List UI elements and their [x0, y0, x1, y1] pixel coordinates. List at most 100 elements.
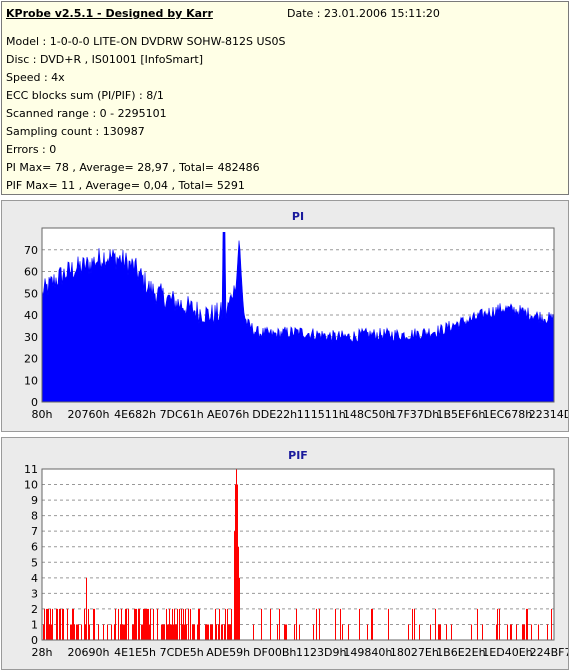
pif-bar — [372, 608, 373, 640]
pif-bar — [253, 624, 254, 640]
pi-summary-line: PI Max= 78 , Average= 28,97 , Total= 482… — [6, 161, 260, 174]
pif-bar — [538, 624, 539, 640]
pif-bar — [111, 624, 112, 640]
pif-chart: PIF 0 1 2 3 4 5 6 7 8 9 10 11 28h 20690h 4E1E5h 7CDE5h AD… — [24, 449, 568, 659]
x-tick-label: 1123D9h — [296, 646, 346, 659]
pif-bar — [52, 608, 53, 640]
pif-bar — [482, 624, 483, 640]
pi-series-area — [41, 232, 555, 403]
pif-bar — [497, 608, 498, 640]
sampling-line: Sampling count : 130987 — [6, 125, 145, 138]
y-tick-label: 7 — [31, 525, 38, 538]
pif-bar — [285, 624, 286, 640]
pif-bar — [477, 608, 478, 640]
x-tick-label: 1ED40Eh — [482, 646, 532, 659]
x-tick-label: 7CDE5h — [160, 646, 204, 659]
y-tick-label: 0 — [31, 396, 38, 409]
pif-bar — [88, 608, 89, 640]
pif-bar — [84, 608, 85, 640]
pif-bar — [169, 608, 170, 640]
pif-bar — [103, 624, 104, 640]
pif-bar — [235, 484, 236, 640]
pif-bar — [115, 608, 116, 640]
pif-bar — [76, 624, 77, 640]
pif-bar — [342, 624, 343, 640]
pif-bar — [237, 484, 238, 640]
pif-bar — [50, 608, 51, 640]
pif-bar — [122, 624, 123, 640]
pif-bar — [279, 608, 280, 640]
pif-bar — [89, 624, 90, 640]
pif-bar — [72, 608, 73, 640]
pif-bar — [216, 624, 217, 640]
pif-bar — [340, 608, 341, 640]
y-tick-label: 11 — [24, 463, 38, 476]
pif-bar — [359, 608, 360, 640]
pif-bar — [171, 624, 172, 640]
pif-bar — [199, 608, 200, 640]
pif-bar — [150, 608, 151, 640]
model-line: Model : 1-0-0-0 LITE-ON DVDRW SOHW-812S … — [6, 35, 286, 48]
pif-bar — [62, 608, 63, 640]
pif-bar — [388, 608, 389, 640]
pif-bar — [85, 624, 86, 640]
pif-bar — [67, 608, 68, 640]
pif-bar — [173, 624, 174, 640]
y-tick-label: 1 — [31, 618, 38, 631]
x-tick-label: 224BF7h — [530, 646, 568, 659]
pif-bar — [419, 624, 420, 640]
pif-bar — [194, 624, 195, 640]
pif-bar — [511, 624, 512, 640]
pif-bar — [47, 608, 48, 640]
pif-bar — [74, 624, 75, 640]
pif-bar — [132, 624, 133, 640]
chart-title: PIF — [288, 449, 308, 462]
pif-bar — [299, 624, 300, 640]
pif-chart-panel: PIF 0 1 2 3 4 5 6 7 8 9 10 11 28h 20690h 4E1E5h 7CDE5h AD… — [1, 437, 569, 670]
pif-bar — [182, 624, 183, 640]
pif-bar — [176, 624, 177, 640]
y-tick-label: 30 — [24, 331, 38, 344]
pif-bar — [524, 624, 525, 640]
x-tick-label: 20760h — [68, 408, 110, 421]
pif-bar — [44, 608, 45, 640]
pif-bar — [188, 608, 189, 640]
pif-bar — [172, 608, 173, 640]
pif-bar — [98, 624, 99, 640]
info-panel: KProbe v2.5.1 - Designed by Karr Date : … — [1, 1, 569, 195]
x-tick-label: 1B6E2Eh — [436, 646, 485, 659]
pif-bar — [471, 624, 472, 640]
pif-bar — [149, 624, 150, 640]
pif-bar — [516, 624, 517, 640]
plot-area — [42, 469, 554, 640]
pif-bar — [164, 624, 165, 640]
plot-border — [41, 468, 555, 641]
pif-bar — [146, 608, 147, 640]
pif-bar — [183, 608, 184, 640]
pif-bar — [81, 624, 82, 640]
pif-bar — [167, 624, 168, 640]
pif-bar — [446, 624, 447, 640]
pif-bar — [78, 624, 79, 640]
pif-bar — [451, 624, 452, 640]
pif-bar — [435, 608, 436, 640]
pif-bar — [205, 624, 206, 640]
pif-bar — [184, 624, 185, 640]
speed-line: Speed : 4x — [6, 71, 65, 84]
pif-bar — [439, 624, 440, 640]
pif-bar — [198, 608, 199, 640]
x-tick-label: 1EC678h — [483, 408, 533, 421]
pif-bar — [134, 608, 135, 640]
pif-bar — [181, 608, 182, 640]
pif-bar — [430, 624, 431, 640]
pif-bar — [212, 624, 213, 640]
pif-bar — [192, 624, 193, 640]
pif-bar — [284, 624, 285, 640]
pif-bar — [523, 624, 524, 640]
pif-bar — [527, 608, 528, 640]
y-tick-label: 10 — [24, 374, 38, 387]
pif-bar — [179, 608, 180, 640]
pif-bar — [526, 608, 527, 640]
pif-bar — [261, 608, 262, 640]
pif-bar — [118, 608, 119, 640]
